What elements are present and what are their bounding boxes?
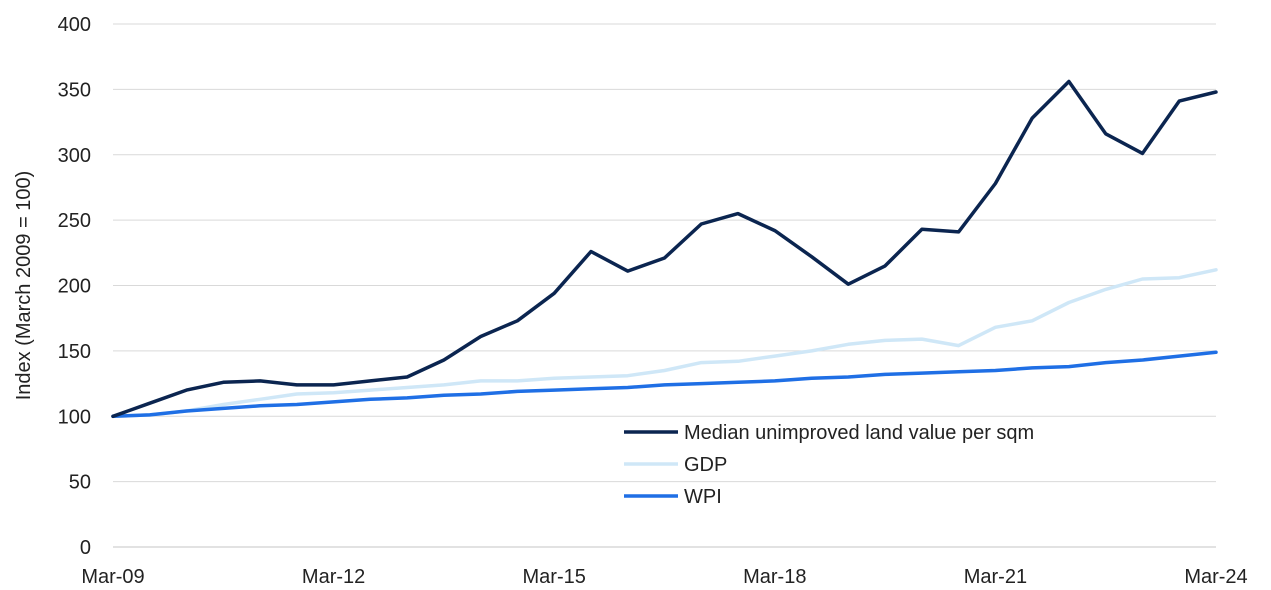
x-tick-label: Mar-09 [81, 566, 144, 588]
x-tick-label: Mar-21 [964, 566, 1027, 588]
y-tick-label: 300 [58, 145, 91, 167]
legend: Median unimproved land value per sqm GDP W… [624, 422, 1034, 508]
y-axis-ticks: 0 50 100 150 200 250 300 350 400 [58, 14, 91, 559]
series-lines [113, 82, 1216, 417]
y-axis-title: Index (March 2009 = 100) [13, 171, 35, 401]
y-tick-label: 50 [69, 472, 91, 494]
y-tick-label: 150 [58, 341, 91, 363]
x-tick-label: Mar-15 [523, 566, 586, 588]
series-line-1 [113, 270, 1216, 417]
legend-label-2: WPI [684, 486, 722, 508]
x-axis-ticks: Mar-09 Mar-12 Mar-15 Mar-18 Mar-21 Mar-24 [81, 566, 1247, 588]
y-tick-label: 350 [58, 79, 91, 101]
x-tick-label: Mar-24 [1184, 566, 1247, 588]
y-tick-label: 250 [58, 210, 91, 232]
gridlines [113, 24, 1216, 482]
x-tick-label: Mar-12 [302, 566, 365, 588]
y-tick-label: 100 [58, 406, 91, 428]
legend-label-1: GDP [684, 454, 727, 476]
y-tick-label: 0 [80, 537, 91, 559]
y-tick-label: 200 [58, 276, 91, 298]
legend-label-0: Median unimproved land value per sqm [684, 422, 1034, 444]
y-tick-label: 400 [58, 14, 91, 36]
x-tick-label: Mar-18 [743, 566, 806, 588]
